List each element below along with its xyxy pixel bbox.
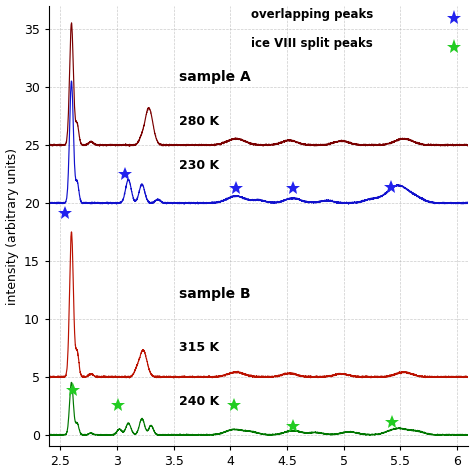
Text: sample B: sample B	[179, 287, 251, 301]
Text: 240 K: 240 K	[179, 395, 219, 408]
Text: overlapping peaks: overlapping peaks	[251, 8, 373, 20]
Text: 315 K: 315 K	[179, 341, 219, 355]
Text: 280 K: 280 K	[179, 115, 219, 128]
Text: ice VIII split peaks: ice VIII split peaks	[251, 36, 373, 49]
Text: sample A: sample A	[179, 70, 251, 84]
Text: 230 K: 230 K	[179, 159, 219, 173]
Y-axis label: intensity (arbitrary units): intensity (arbitrary units)	[6, 148, 18, 305]
